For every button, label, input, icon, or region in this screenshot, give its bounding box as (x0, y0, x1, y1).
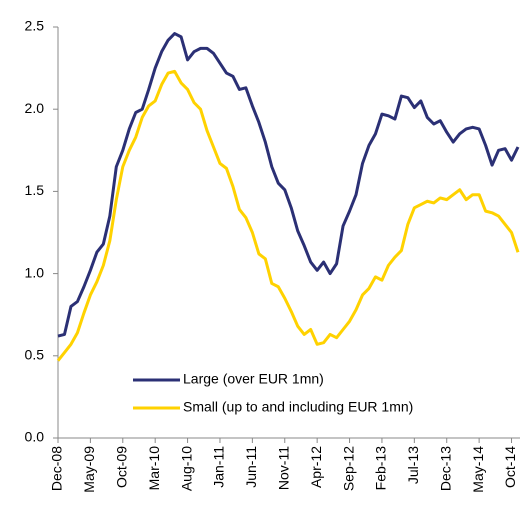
legend-label: Large (over EUR 1mn) (183, 371, 324, 387)
y-tick-label: 1.0 (25, 264, 45, 280)
legend-label: Small (up to and including EUR 1mn) (183, 399, 413, 415)
x-tick-label: Dec-08 (49, 446, 65, 491)
x-tick-label: Oct-09 (113, 446, 129, 488)
y-tick-label: 0.5 (25, 347, 45, 363)
x-tick-label: May-09 (81, 446, 97, 493)
x-tick-label: Apr-12 (308, 446, 324, 488)
x-tick-label: Jul-13 (405, 446, 421, 484)
series-line (56, 69, 520, 362)
x-tick-label: Sep-12 (340, 446, 356, 491)
y-tick-label: 2.5 (25, 18, 45, 34)
series-line (57, 32, 520, 338)
x-tick-label: Jun-11 (243, 446, 259, 488)
x-tick-label: Dec-13 (437, 446, 453, 491)
x-tick-label: Aug-10 (178, 446, 194, 491)
x-tick-label: May-14 (470, 446, 486, 493)
y-tick-label: 1.5 (25, 182, 45, 198)
y-tick-label: 2.0 (25, 100, 45, 116)
x-tick-label: Feb-13 (373, 446, 389, 491)
x-tick-label: Oct-14 (502, 446, 518, 488)
x-tick-label: Nov-11 (275, 446, 291, 490)
x-tick-label: Jan-11 (211, 446, 227, 488)
x-tick-label: Mar-10 (146, 446, 162, 491)
y-tick-label: 0.0 (25, 429, 45, 445)
